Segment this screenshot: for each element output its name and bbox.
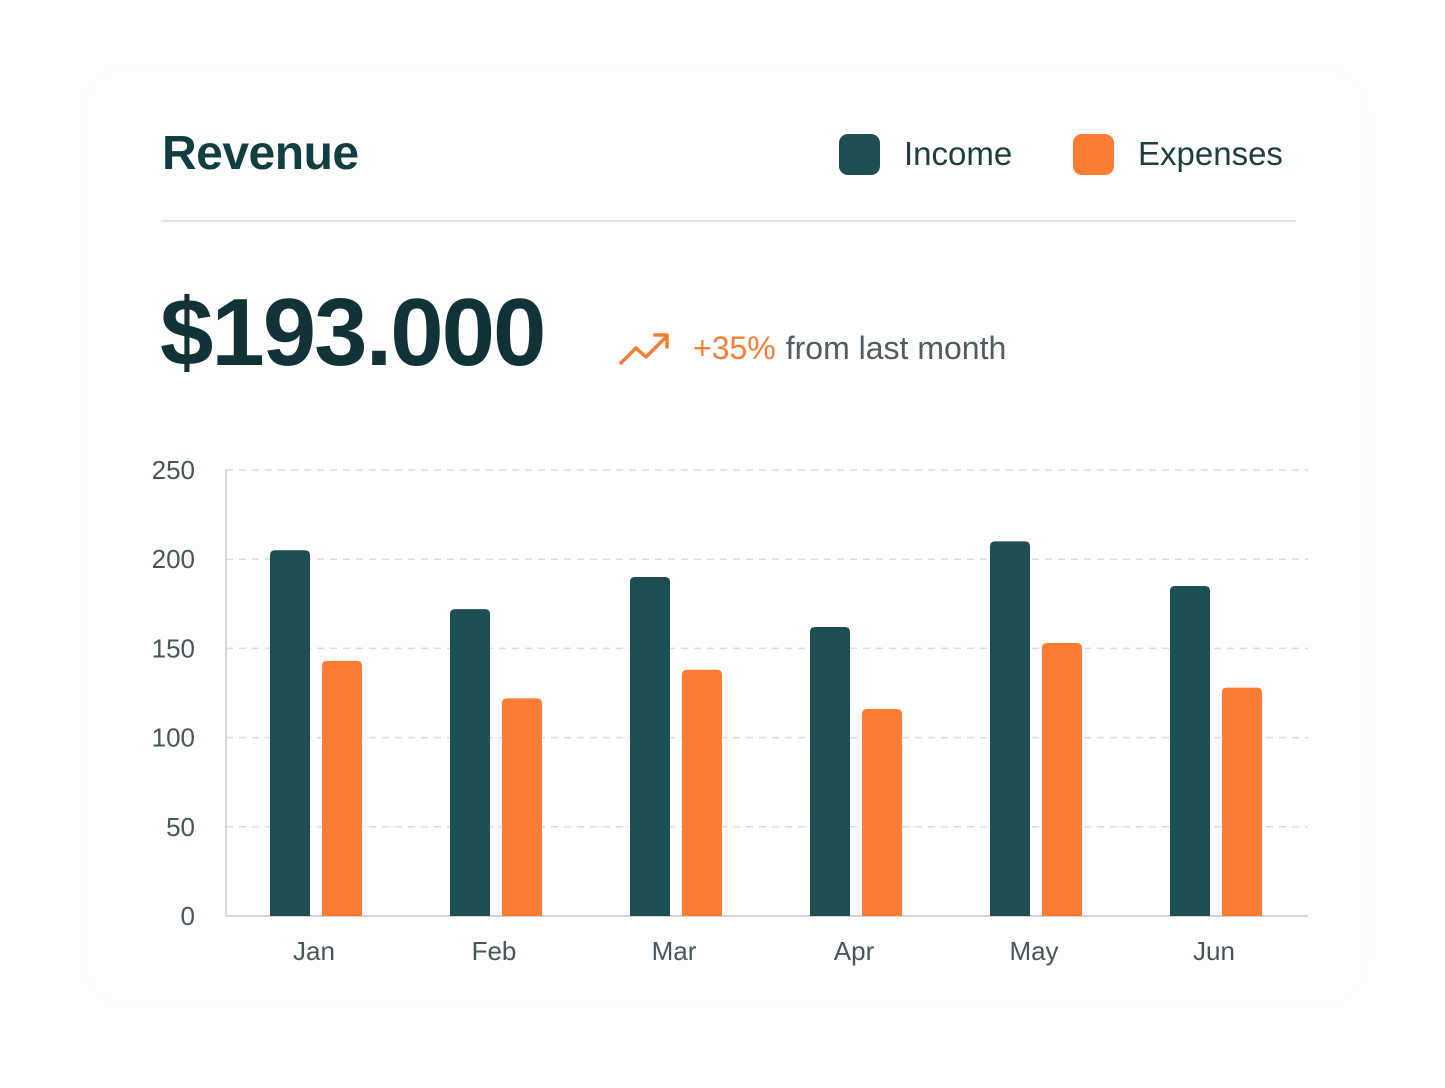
bar-expenses-jun xyxy=(1222,687,1262,916)
x-tick-label: May xyxy=(1009,936,1058,966)
bar-income-apr xyxy=(810,626,850,916)
bar-income-jan xyxy=(270,550,310,916)
bar-income-mar xyxy=(630,577,670,916)
y-tick-label: 50 xyxy=(166,812,195,842)
bar-expenses-may xyxy=(1042,643,1082,916)
x-tick-label: Mar xyxy=(652,936,697,966)
bar-income-jun xyxy=(1170,585,1210,916)
legend-label-income: Income xyxy=(904,135,1013,172)
x-tick-label: Feb xyxy=(472,936,517,966)
y-tick-label: 250 xyxy=(152,455,195,485)
y-tick-label: 0 xyxy=(181,901,195,931)
trend-percentage: +35% xyxy=(693,330,776,366)
bar-expenses-feb xyxy=(502,698,542,916)
header-divider xyxy=(161,220,1296,222)
trending-up-icon xyxy=(619,332,669,365)
legend-item-income: Income xyxy=(839,133,1012,175)
bar-income-feb xyxy=(450,609,490,916)
y-tick-label: 200 xyxy=(152,544,195,574)
card-title: Revenue xyxy=(162,127,359,180)
legend-item-expenses: Expenses xyxy=(1073,133,1283,175)
x-tick-label: Jan xyxy=(293,936,335,966)
bar-expenses-mar xyxy=(682,669,722,916)
x-tick-label: Apr xyxy=(834,936,875,966)
legend-label-expenses: Expenses xyxy=(1138,135,1283,172)
y-tick-label: 100 xyxy=(152,723,195,753)
bar-income-may xyxy=(990,541,1030,916)
total-revenue-value: $193.000 xyxy=(160,279,546,386)
trend-indicator: +35% from last month xyxy=(619,330,1006,367)
legend-swatch-expenses xyxy=(1073,133,1114,175)
trend-caption: from last month xyxy=(785,330,1007,366)
bar-expenses-jan xyxy=(322,660,362,916)
x-tick-label: Jun xyxy=(1193,936,1235,966)
legend-swatch-income xyxy=(839,133,880,175)
bar-expenses-apr xyxy=(862,709,902,916)
y-tick-label: 150 xyxy=(152,633,195,663)
